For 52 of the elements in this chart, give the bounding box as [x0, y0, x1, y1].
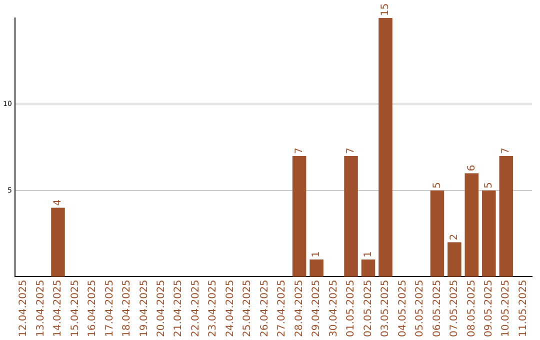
bar: [430, 190, 444, 277]
x-tick-label: 24.04.2025: [224, 280, 236, 338]
data-label: 15: [380, 3, 392, 16]
bar: [310, 259, 324, 277]
data-label: 7: [500, 148, 512, 154]
x-tick-label: 06.05.2025: [432, 280, 443, 338]
bar: [464, 173, 479, 277]
data-label: 4: [52, 199, 64, 206]
x-tick-label: 23.04.2025: [208, 280, 219, 338]
x-tick-label: 09.05.2025: [484, 280, 495, 338]
bar: [499, 156, 514, 277]
x-tick-label: 11.05.2025: [518, 280, 529, 338]
bar: [51, 208, 65, 277]
x-tick-label: 30.04.2025: [328, 280, 340, 338]
x-tick-label: 16.04.2025: [87, 280, 98, 338]
bar: [378, 18, 392, 277]
x-tick-label: 28.04.2025: [294, 280, 305, 338]
x-tick-label: 05.05.2025: [414, 280, 426, 338]
x-tick-label: 01.05.2025: [346, 280, 357, 338]
data-label: 1: [362, 251, 374, 258]
bar: [361, 259, 376, 277]
x-tick-label: 27.04.2025: [276, 280, 288, 338]
bar: [482, 190, 496, 277]
x-tick-label: 10.05.2025: [500, 280, 512, 338]
x-tick-label: 07.05.2025: [449, 280, 460, 338]
x-tick-label: 15.04.2025: [70, 280, 81, 338]
x-tick-label: 14.04.2025: [52, 280, 64, 338]
data-label: 2: [449, 234, 460, 240]
data-label: 5: [484, 182, 495, 188]
x-tick-label: 08.05.2025: [466, 280, 478, 338]
x-tick-label: 17.04.2025: [104, 280, 116, 338]
data-label: 7: [294, 148, 305, 154]
x-tick-label: 18.04.2025: [122, 280, 133, 338]
bar: [344, 156, 358, 277]
data-label: 6: [466, 164, 478, 172]
x-tick-label: 25.04.2025: [242, 280, 254, 338]
bar: [292, 156, 306, 277]
x-tick-label: 29.04.2025: [311, 280, 322, 338]
x-tick-label: 04.05.2025: [397, 280, 408, 338]
data-label: 7: [346, 148, 357, 154]
x-tick-label: 02.05.2025: [362, 280, 374, 338]
x-tick-label: 21.04.2025: [173, 280, 184, 338]
x-tick-label: 22.04.2025: [190, 280, 202, 338]
x-tick-label: 19.04.2025: [138, 280, 150, 338]
x-tick-label: 12.04.2025: [18, 280, 30, 338]
x-tick-label: 13.04.2025: [35, 280, 46, 338]
x-tick-label: 20.04.2025: [156, 280, 168, 338]
x-tick-label: 03.05.2025: [380, 280, 392, 338]
bar: [448, 242, 462, 277]
data-label: 1: [311, 251, 322, 258]
data-label: 5: [432, 182, 443, 188]
x-tick-label: 26.04.2025: [259, 280, 270, 338]
